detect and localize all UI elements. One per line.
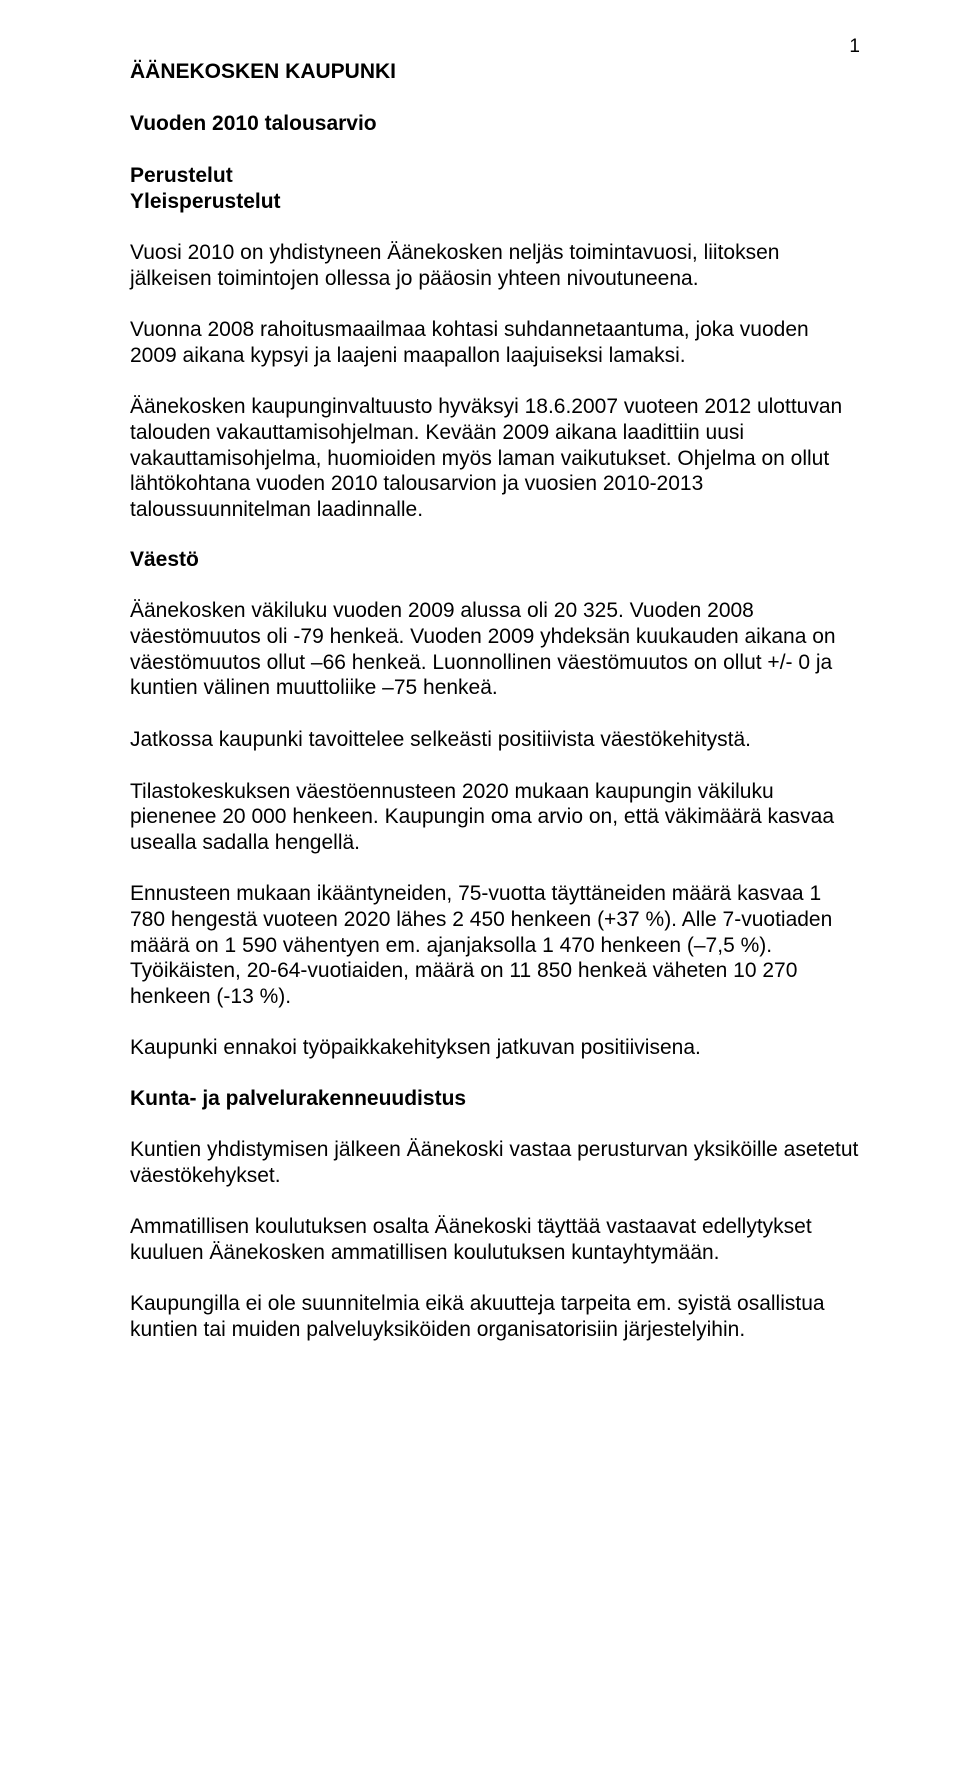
- kunta-paragraph-3: Kaupungilla ei ole suunnitelmia eikä aku…: [130, 1291, 860, 1342]
- document-title: Vuoden 2010 talousarvio: [130, 112, 860, 136]
- org-name: ÄÄNEKOSKEN KAUPUNKI: [130, 60, 860, 84]
- vaesto-paragraph-2: Jatkossa kaupunki tavoittelee selkeästi …: [130, 727, 860, 753]
- page-number: 1: [849, 36, 860, 58]
- vaesto-paragraph-3: Tilastokeskuksen väestöennusteen 2020 mu…: [130, 779, 860, 856]
- intro-paragraph-1: Vuosi 2010 on yhdistyneen Äänekosken nel…: [130, 240, 860, 291]
- kunta-paragraph-1: Kuntien yhdistymisen jälkeen Äänekoski v…: [130, 1137, 860, 1188]
- vaesto-paragraph-5: Kaupunki ennakoi työpaikkakehityksen jat…: [130, 1035, 860, 1061]
- section-title-vaesto: Väestö: [130, 548, 860, 572]
- vaesto-paragraph-1: Äänekosken väkiluku vuoden 2009 alussa o…: [130, 598, 860, 700]
- kunta-paragraph-2: Ammatillisen koulutuksen osalta Äänekosk…: [130, 1214, 860, 1265]
- section-title-kunta: Kunta- ja palvelurakenneuudistus: [130, 1087, 860, 1111]
- intro-paragraph-2: Vuonna 2008 rahoitusmaailmaa kohtasi suh…: [130, 317, 860, 368]
- subheading-perustelut: Perustelut: [130, 164, 860, 188]
- subheading-yleisperustelut: Yleisperustelut: [130, 190, 860, 214]
- intro-paragraph-3: Äänekosken kaupunginvaltuusto hyväksyi 1…: [130, 394, 860, 522]
- document-page: 1 ÄÄNEKOSKEN KAUPUNKI Vuoden 2010 talous…: [0, 0, 960, 1770]
- vaesto-paragraph-4: Ennusteen mukaan ikääntyneiden, 75-vuott…: [130, 881, 860, 1009]
